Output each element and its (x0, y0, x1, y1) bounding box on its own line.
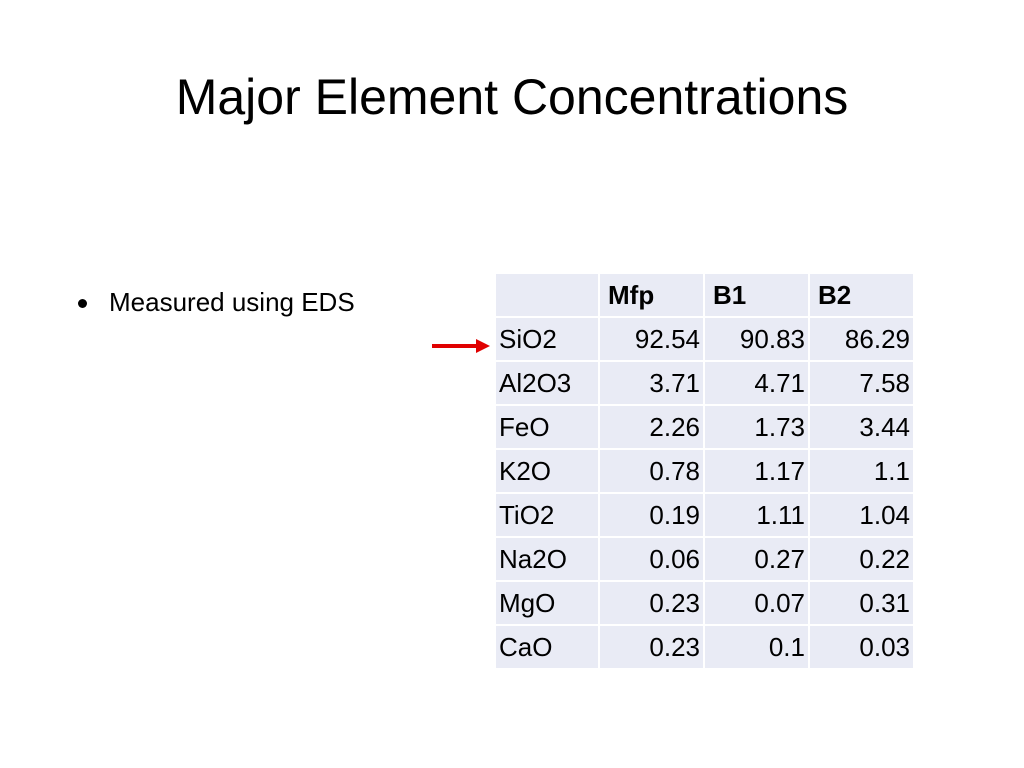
bullet-dot-icon (78, 298, 87, 308)
header-cell-b2: B2 (808, 272, 915, 318)
table-cell: 3.71 (598, 360, 705, 406)
table-cell: 1.73 (703, 404, 810, 450)
table-row: SiO2 92.54 90.83 86.29 (494, 316, 915, 362)
header-cell-b1: B1 (703, 272, 810, 318)
table-cell: 1.11 (703, 492, 810, 538)
table-cell: 90.83 (703, 316, 810, 362)
table-cell: 1.17 (703, 448, 810, 494)
row-label: CaO (494, 624, 600, 670)
bullet-text: Measured using EDS (109, 287, 355, 317)
slide-title: Major Element Concentrations (175, 69, 849, 125)
row-label: FeO (494, 404, 600, 450)
table-cell: 0.1 (703, 624, 810, 670)
table-cell: 1.1 (808, 448, 915, 494)
table-cell: 86.29 (808, 316, 915, 362)
table-cell: 0.78 (598, 448, 705, 494)
table-cell: 0.06 (598, 536, 705, 582)
table-cell: 0.27 (703, 536, 810, 582)
table-cell: 7.58 (808, 360, 915, 406)
table-cell: 3.44 (808, 404, 915, 450)
table-cell: 0.07 (703, 580, 810, 626)
table-cell: 2.26 (598, 404, 705, 450)
row-label: TiO2 (494, 492, 600, 538)
table-row: TiO2 0.19 1.11 1.04 (494, 492, 915, 538)
table-row: Na2O 0.06 0.27 0.22 (494, 536, 915, 582)
table-cell: 0.31 (808, 580, 915, 626)
row-label: K2O (494, 448, 600, 494)
table-row: K2O 0.78 1.17 1.1 (494, 448, 915, 494)
row-label: Na2O (494, 536, 600, 582)
table-cell: 1.04 (808, 492, 915, 538)
table-cell: 0.23 (598, 624, 705, 670)
bullet-list: Measured using EDS (78, 284, 355, 320)
table-cell: 0.23 (598, 580, 705, 626)
row-label: Al2O3 (494, 360, 600, 406)
bullet-item: Measured using EDS (78, 284, 355, 320)
header-cell-empty (494, 272, 600, 318)
table-row: Al2O3 3.71 4.71 7.58 (494, 360, 915, 406)
table-row: FeO 2.26 1.73 3.44 (494, 404, 915, 450)
table-cell: 0.03 (808, 624, 915, 670)
table-cell: 92.54 (598, 316, 705, 362)
table-row: MgO 0.23 0.07 0.31 (494, 580, 915, 626)
table-header-row: Mfp B1 B2 (494, 272, 915, 318)
table-cell: 4.71 (703, 360, 810, 406)
element-concentration-table: Mfp B1 B2 SiO2 92.54 90.83 86.29 Al2O3 3… (494, 272, 915, 670)
row-label: MgO (494, 580, 600, 626)
row-label: SiO2 (494, 316, 600, 362)
header-cell-mfp: Mfp (598, 272, 705, 318)
table-cell: 0.19 (598, 492, 705, 538)
table-row: CaO 0.23 0.1 0.03 (494, 624, 915, 670)
table-cell: 0.22 (808, 536, 915, 582)
right-arrow-icon (432, 339, 490, 353)
